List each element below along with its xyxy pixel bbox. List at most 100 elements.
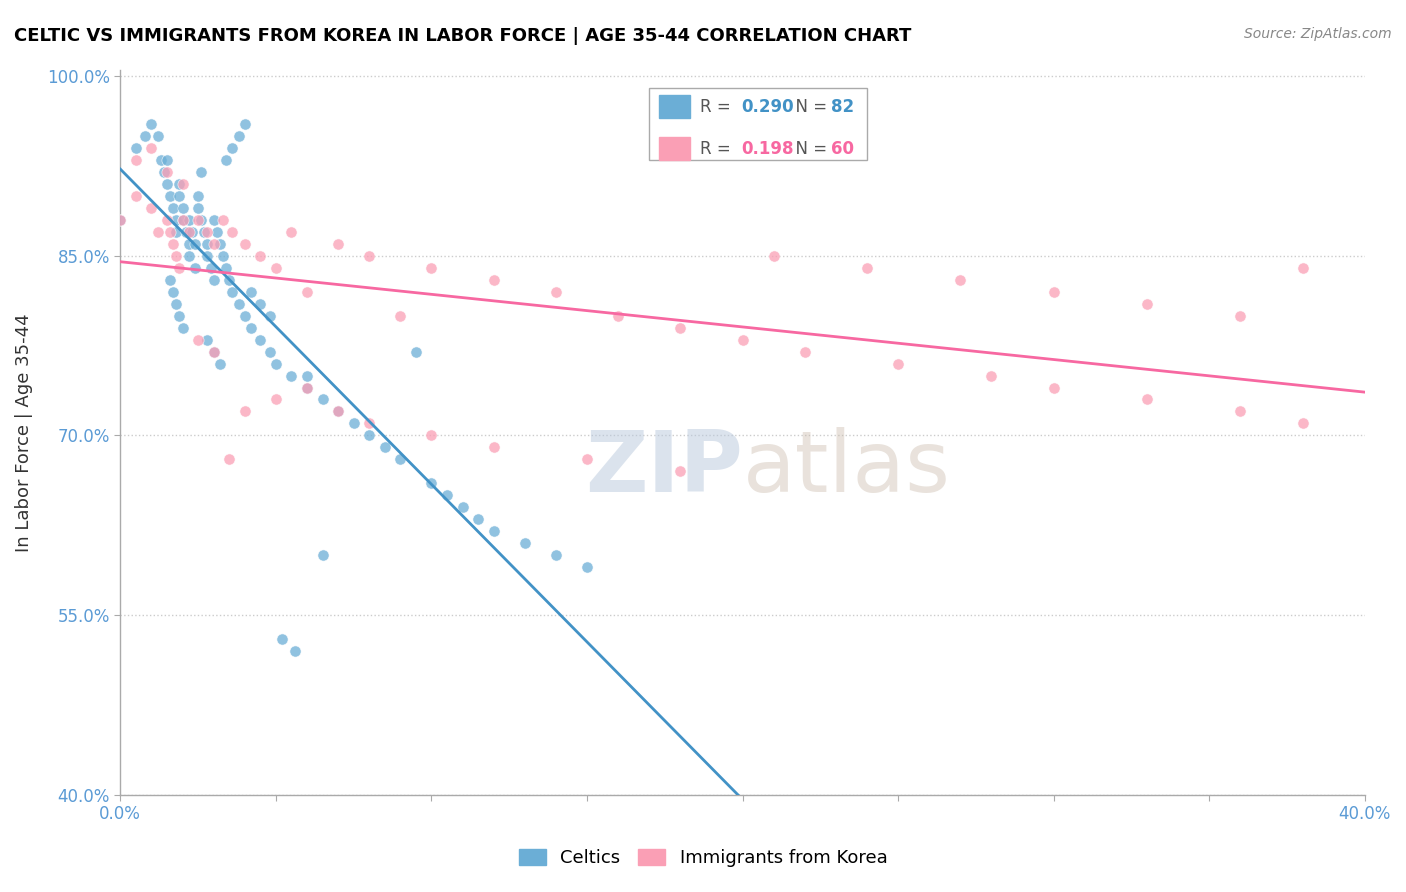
- Point: [212, 249, 235, 263]
- Point: [249, 296, 271, 310]
- Point: [125, 153, 148, 167]
- Point: [172, 212, 194, 227]
- Point: [280, 225, 302, 239]
- Point: [187, 188, 209, 202]
- Point: [153, 165, 176, 179]
- Point: [208, 357, 231, 371]
- Point: [165, 225, 187, 239]
- Point: [180, 225, 202, 239]
- Point: [451, 500, 474, 515]
- Point: [233, 236, 256, 251]
- Point: [374, 441, 396, 455]
- Point: [156, 165, 179, 179]
- Point: [887, 357, 910, 371]
- Point: [156, 153, 179, 167]
- Point: [205, 225, 228, 239]
- Point: [187, 201, 209, 215]
- Point: [405, 344, 427, 359]
- Point: [202, 272, 225, 286]
- Point: [980, 368, 1002, 383]
- Point: [669, 464, 692, 478]
- Text: Source: ZipAtlas.com: Source: ZipAtlas.com: [1244, 27, 1392, 41]
- Point: [215, 260, 238, 275]
- Point: [1042, 380, 1064, 394]
- Point: [162, 285, 184, 299]
- Text: 0.198: 0.198: [741, 140, 794, 158]
- Legend: Celtics, Immigrants from Korea: Celtics, Immigrants from Korea: [512, 841, 894, 874]
- Point: [420, 260, 443, 275]
- Point: [221, 225, 243, 239]
- Point: [190, 165, 212, 179]
- Point: [259, 344, 281, 359]
- Point: [264, 392, 287, 407]
- Point: [165, 296, 187, 310]
- Point: [233, 117, 256, 131]
- Text: R =: R =: [700, 98, 737, 116]
- Point: [359, 249, 381, 263]
- Point: [731, 333, 754, 347]
- Point: [174, 225, 197, 239]
- Point: [200, 260, 222, 275]
- Point: [856, 260, 879, 275]
- Point: [212, 212, 235, 227]
- Point: [197, 249, 219, 263]
- Point: [1229, 404, 1251, 418]
- Point: [221, 285, 243, 299]
- Point: [420, 428, 443, 442]
- Text: N =: N =: [785, 98, 832, 116]
- Y-axis label: In Labor Force | Age 35-44: In Labor Force | Age 35-44: [15, 313, 32, 552]
- Point: [575, 560, 598, 574]
- Point: [208, 236, 231, 251]
- Point: [193, 225, 215, 239]
- Point: [149, 153, 172, 167]
- Text: N =: N =: [785, 140, 832, 158]
- Point: [110, 212, 132, 227]
- Point: [482, 272, 505, 286]
- Point: [280, 368, 302, 383]
- Bar: [650, 88, 868, 161]
- Point: [607, 309, 630, 323]
- Point: [141, 201, 163, 215]
- Point: [1229, 309, 1251, 323]
- Point: [295, 285, 318, 299]
- Point: [1042, 285, 1064, 299]
- Point: [544, 285, 567, 299]
- Point: [159, 188, 181, 202]
- Point: [177, 212, 200, 227]
- Point: [544, 549, 567, 563]
- Point: [240, 285, 263, 299]
- Text: 60: 60: [831, 140, 853, 158]
- Point: [233, 404, 256, 418]
- Point: [233, 309, 256, 323]
- Point: [162, 201, 184, 215]
- Point: [172, 177, 194, 191]
- Point: [359, 417, 381, 431]
- Point: [218, 452, 240, 467]
- Point: [1136, 296, 1159, 310]
- Point: [197, 225, 219, 239]
- Point: [169, 260, 191, 275]
- Point: [228, 128, 250, 143]
- Point: [249, 249, 271, 263]
- Point: [311, 392, 333, 407]
- Point: [134, 128, 156, 143]
- Point: [575, 452, 598, 467]
- Point: [187, 333, 209, 347]
- Point: [1291, 417, 1313, 431]
- Point: [259, 309, 281, 323]
- Point: [215, 153, 238, 167]
- Point: [110, 212, 132, 227]
- Point: [141, 117, 163, 131]
- Point: [169, 177, 191, 191]
- Point: [793, 344, 815, 359]
- Point: [202, 344, 225, 359]
- Point: [482, 441, 505, 455]
- Point: [202, 344, 225, 359]
- Point: [202, 236, 225, 251]
- Point: [326, 404, 349, 418]
- Point: [240, 320, 263, 334]
- Point: [228, 296, 250, 310]
- Point: [177, 249, 200, 263]
- Point: [177, 225, 200, 239]
- Point: [389, 309, 412, 323]
